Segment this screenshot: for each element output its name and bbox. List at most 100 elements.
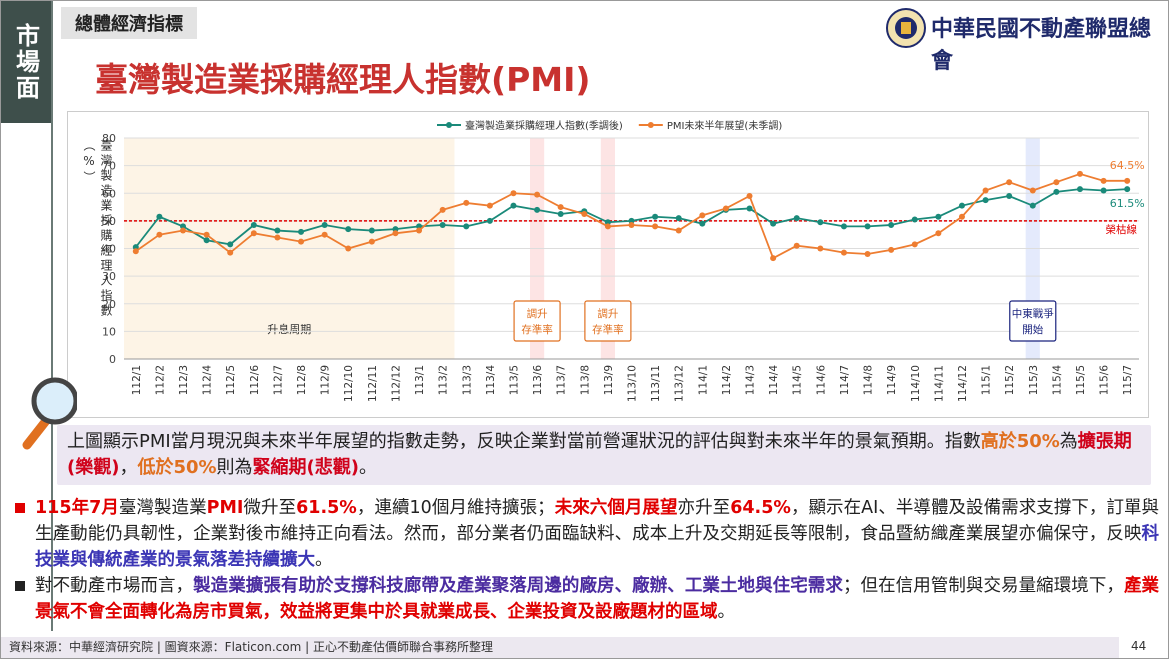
series-point — [793, 215, 800, 222]
text-run: 61.5% — [296, 498, 357, 518]
y-tick-label: 60 — [102, 187, 116, 200]
series-point — [675, 227, 682, 234]
series-point — [911, 241, 918, 248]
x-tick-label: 113/4 — [485, 365, 497, 396]
series-point — [345, 226, 352, 233]
text-run: 。 — [315, 550, 333, 570]
x-tick-label: 113/3 — [461, 365, 473, 395]
legend-marker — [446, 122, 452, 128]
band-label: 升息周期 — [267, 322, 311, 336]
series-point — [439, 222, 446, 229]
x-tick-label: 115/4 — [1051, 365, 1063, 396]
y-axis-title: 臺灣製造業採購經理人指數（%） — [82, 139, 113, 319]
series-point — [675, 215, 682, 222]
x-tick-label: 114/6 — [815, 365, 827, 396]
annotation-box — [513, 300, 561, 342]
series-point — [770, 220, 777, 227]
x-tick-label: 115/7 — [1122, 365, 1134, 395]
x-tick-label: 113/2 — [438, 365, 450, 395]
text-run: 上圖顯示PMI當月現況與未來半年展望的指數走勢，反映企業對當前營運狀況的評估與對… — [67, 431, 981, 452]
text-run: 產業景氣不會全面轉化為房市買氣，效益將更集中於具就業成長、企業投資及設廠題材的區… — [35, 576, 1160, 622]
text-run: 科技業與傳統產業的景氣落差持續擴大 — [35, 524, 1159, 570]
series-point — [1124, 186, 1131, 193]
x-tick-label: 114/8 — [863, 365, 875, 395]
series-point — [1053, 188, 1060, 195]
annotation-text: 存準率 — [592, 323, 624, 336]
x-tick-label: 112/6 — [249, 365, 261, 396]
series-point — [864, 223, 871, 230]
text-run: PMI — [206, 498, 244, 518]
annotation-box — [1009, 300, 1057, 342]
series-point — [699, 212, 706, 219]
sidebar-tab: 市場面 — [1, 1, 51, 123]
annotation-text: 調升 — [597, 307, 618, 320]
x-tick-label: 112/4 — [202, 365, 214, 396]
series-point — [864, 251, 871, 258]
series-point — [298, 228, 305, 235]
x-tick-label: 112/9 — [320, 365, 332, 395]
slide-title: 臺灣製造業採購經理人指數(PMI) — [95, 60, 591, 99]
annotation-text: 調升 — [527, 307, 548, 320]
text-run: 則為 — [216, 457, 253, 478]
series-point — [203, 237, 210, 244]
series-point — [699, 220, 706, 227]
series-point — [250, 230, 257, 237]
series-point — [486, 217, 493, 224]
series-point — [392, 230, 399, 237]
x-tick-label: 113/11 — [650, 365, 662, 402]
y-tick-label: 50 — [102, 215, 116, 228]
x-tick-label: 115/5 — [1075, 365, 1087, 395]
series-point — [250, 222, 257, 229]
text-run: 64.5% — [730, 498, 791, 518]
series-point — [1100, 187, 1107, 194]
text-run: 製造業擴張有助於支撐科技廊帶及產業聚落周邊的廠房、廠辦、工業土地與住宅需求 — [193, 576, 843, 596]
text-run: 緊縮期(悲觀) — [252, 457, 359, 478]
x-tick-label: 114/10 — [910, 365, 922, 402]
bullet-marker — [15, 503, 25, 513]
x-tick-label: 114/7 — [839, 365, 851, 395]
series-point — [345, 245, 352, 252]
text-run: 高於50% — [980, 431, 1060, 452]
series-point — [180, 223, 187, 230]
series-point — [935, 213, 942, 220]
legend-marker — [647, 122, 654, 128]
x-tick-label: 113/7 — [556, 365, 568, 395]
series-point — [1029, 202, 1036, 209]
info-box: 上圖顯示PMI當月現況與未來半年展望的指數走勢，反映企業對當前營運狀況的評估與對… — [57, 425, 1151, 485]
series-point — [628, 222, 635, 229]
text-run: ，連續10個月維持擴張； — [356, 498, 555, 518]
series-point — [652, 213, 659, 220]
x-tick-label: 112/10 — [343, 365, 355, 402]
bullet-text: 115年7月臺灣製造業PMI微升至61.5%，連續10個月維持擴張；未來六個月展… — [35, 495, 1159, 573]
text-run: 為 — [1059, 431, 1078, 452]
series-point — [132, 244, 139, 251]
bullet: 對不動產市場而言，製造業擴張有助於支撐科技廊帶及產業聚落周邊的廠房、廠辦、工業土… — [11, 573, 1159, 625]
y-tick-label: 30 — [102, 270, 116, 283]
text-run: 臺灣製造業 — [118, 498, 207, 518]
x-tick-label: 113/12 — [674, 365, 686, 402]
y-tick-label: 20 — [102, 298, 116, 311]
series-point — [958, 213, 965, 220]
series-point — [534, 206, 541, 213]
x-tick-label: 113/1 — [414, 365, 426, 395]
series-point — [793, 242, 800, 249]
series-point — [463, 199, 470, 206]
annotation-text: 存準率 — [521, 323, 553, 336]
x-tick-label: 112/8 — [296, 365, 308, 395]
series-point — [1076, 170, 1083, 177]
magnifier-icon — [22, 377, 77, 450]
x-tick-label: 112/1 — [131, 365, 143, 395]
series-point — [274, 234, 281, 241]
y-tick-label: 70 — [102, 160, 116, 173]
series-point — [817, 245, 824, 252]
series-point — [911, 216, 918, 223]
series-point — [982, 187, 989, 194]
section-tag: 總體經濟指標 — [61, 7, 197, 39]
logo-text: 中華民國不動產聯盟總會 — [931, 16, 1152, 74]
text-run: 低於50% — [137, 457, 217, 478]
y-tick-label: 80 — [102, 132, 116, 145]
x-tick-label: 115/1 — [981, 365, 993, 395]
series-point — [1076, 186, 1083, 193]
x-tick-label: 115/6 — [1099, 365, 1111, 396]
sidebar-line — [51, 1, 53, 631]
